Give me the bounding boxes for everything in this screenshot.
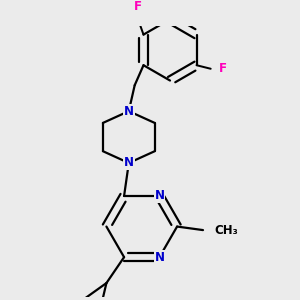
Text: N: N bbox=[154, 190, 164, 202]
Text: N: N bbox=[124, 157, 134, 169]
Text: N: N bbox=[124, 105, 134, 118]
Text: F: F bbox=[134, 0, 142, 13]
Text: F: F bbox=[218, 62, 226, 75]
Text: N: N bbox=[154, 251, 164, 264]
Text: CH₃: CH₃ bbox=[215, 224, 238, 237]
